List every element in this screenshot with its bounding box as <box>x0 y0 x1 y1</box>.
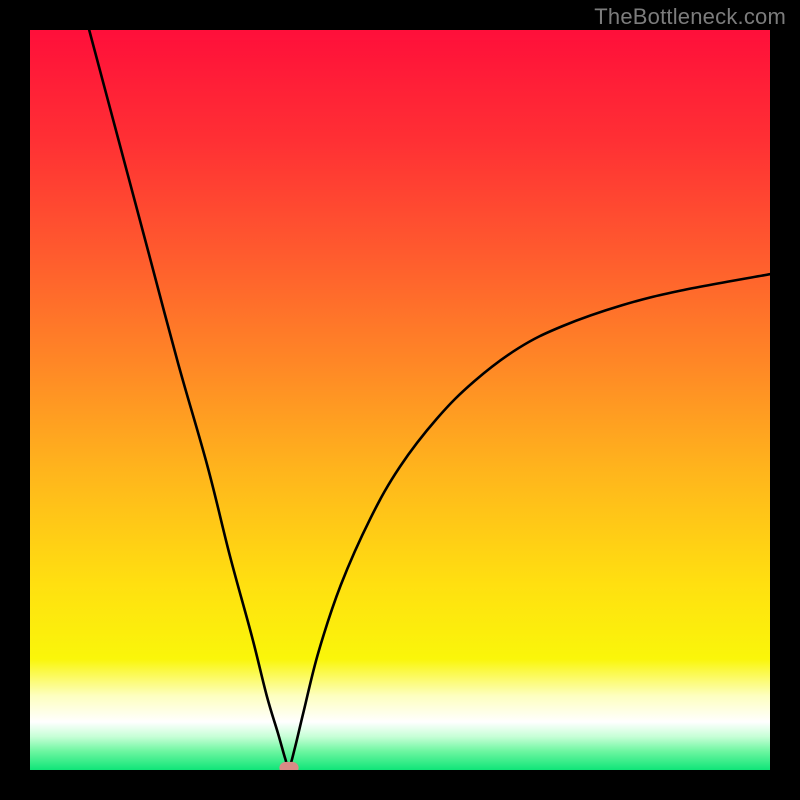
chart-plot-area <box>30 30 770 770</box>
watermark-text: TheBottleneck.com <box>594 4 786 30</box>
chart-background-gradient <box>30 30 770 770</box>
curve-vertex-marker <box>279 762 298 770</box>
bottleneck-curve-chart <box>30 30 770 770</box>
